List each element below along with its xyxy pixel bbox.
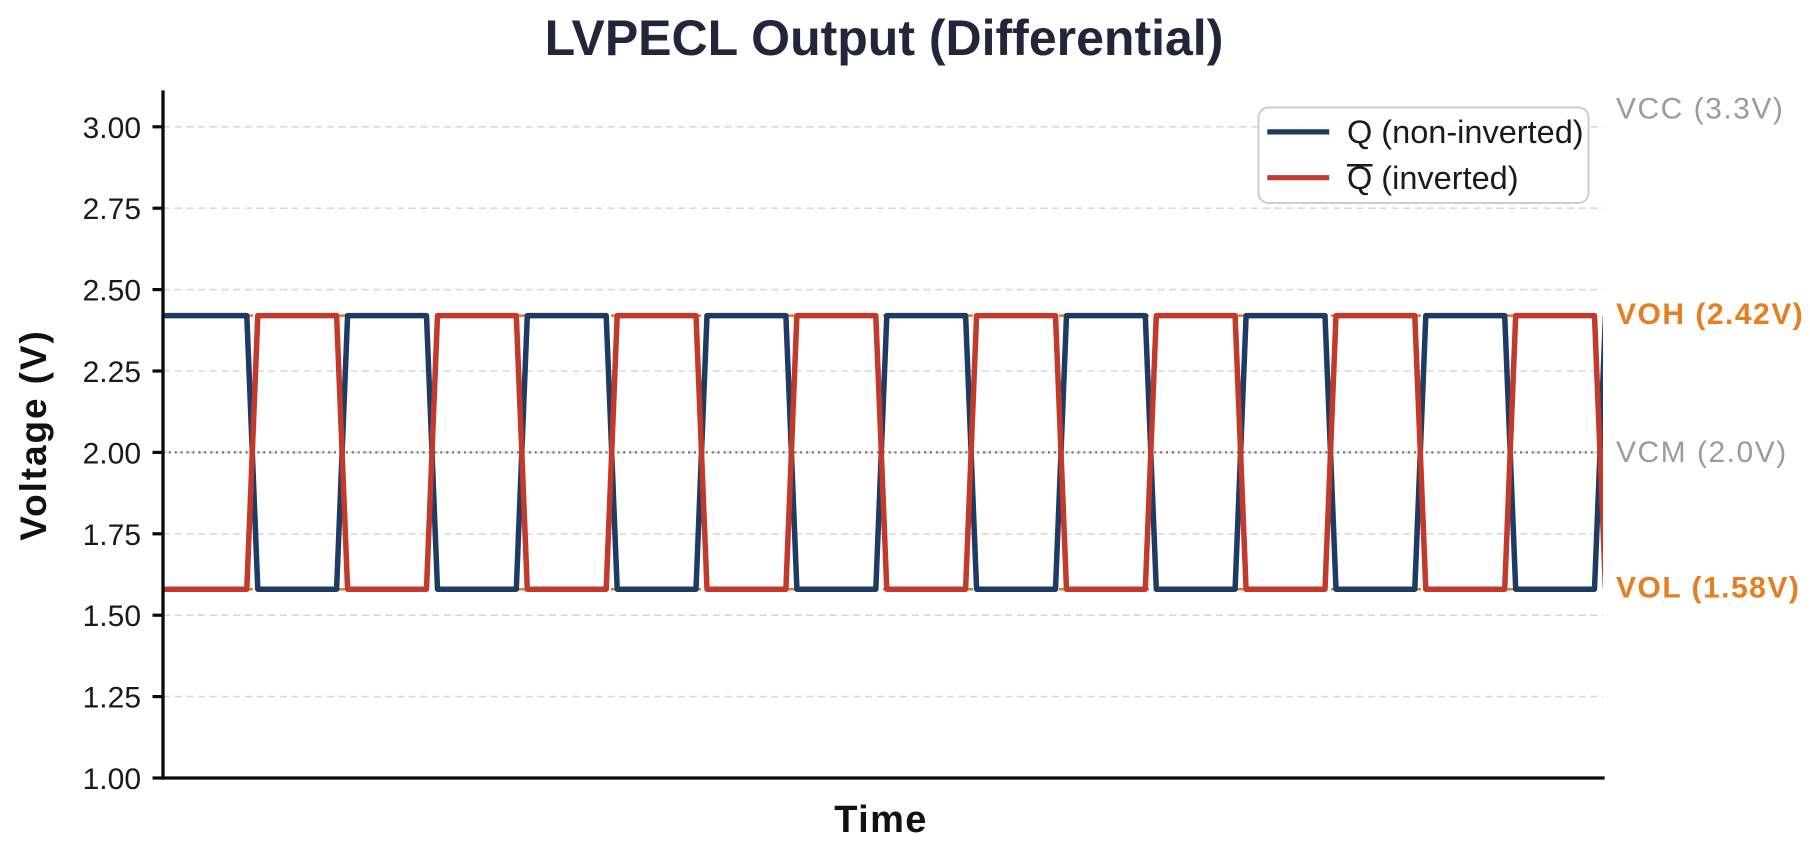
svg-text:1.75: 1.75 <box>83 519 141 552</box>
svg-text:2.75: 2.75 <box>83 193 141 226</box>
svg-text:1.00: 1.00 <box>83 763 141 796</box>
svg-text:Time: Time <box>834 799 928 841</box>
svg-text:VOH (2.42V): VOH (2.42V) <box>1616 298 1804 331</box>
svg-text:VCM (2.0V): VCM (2.0V) <box>1616 436 1788 469</box>
svg-text:2.50: 2.50 <box>83 275 141 308</box>
svg-text:VCC (3.3V): VCC (3.3V) <box>1616 93 1784 126</box>
svg-text:LVPECL Output (Differential): LVPECL Output (Differential) <box>545 10 1224 66</box>
svg-text:3.00: 3.00 <box>83 112 141 145</box>
svg-text:2.00: 2.00 <box>83 437 141 470</box>
svg-text:VOL (1.58V): VOL (1.58V) <box>1616 572 1800 605</box>
svg-text:1.50: 1.50 <box>83 600 141 633</box>
svg-text:Q (inverted): Q (inverted) <box>1347 160 1519 196</box>
svg-text:1.25: 1.25 <box>83 682 141 715</box>
svg-text:Q (non-inverted): Q (non-inverted) <box>1347 114 1584 150</box>
svg-text:2.25: 2.25 <box>83 356 141 389</box>
svg-text:Voltage (V): Voltage (V) <box>13 329 54 540</box>
